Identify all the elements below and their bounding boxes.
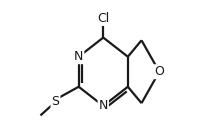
Text: S: S bbox=[52, 95, 59, 108]
Text: N: N bbox=[74, 50, 83, 63]
Text: Cl: Cl bbox=[97, 12, 109, 25]
Text: O: O bbox=[154, 65, 164, 78]
Text: N: N bbox=[99, 99, 108, 112]
